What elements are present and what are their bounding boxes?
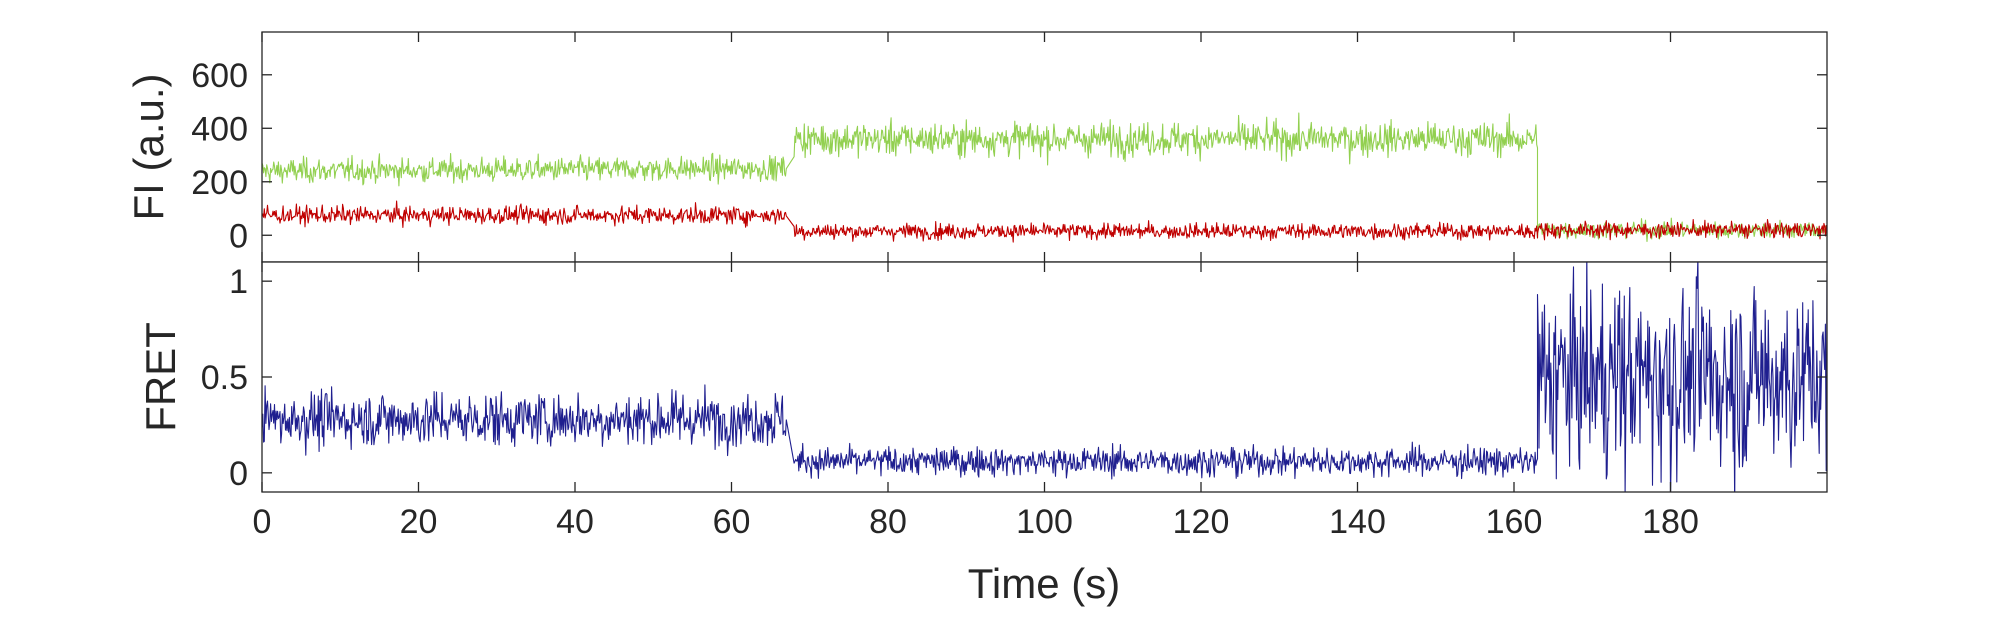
x-tick-label: 100 xyxy=(1016,503,1073,541)
x-tick-label: 160 xyxy=(1486,503,1543,541)
fluorescence-x-ticks xyxy=(261,32,1672,262)
fluorescence-panel: 0 200 400 600 FI (a.u.) xyxy=(125,31,1828,263)
x-axis-label: Time (s) xyxy=(968,560,1120,607)
x-tick-label: 60 xyxy=(713,503,751,541)
x-tick-label: 20 xyxy=(400,503,438,541)
x-tick-label: 80 xyxy=(869,503,907,541)
fret-y-tick-label: 1 xyxy=(229,263,248,301)
fret-series-0-line xyxy=(262,262,1827,492)
fluorescence-y-tick-label: 0 xyxy=(229,217,248,255)
fluorescence-series-1-line xyxy=(262,200,1827,243)
x-tick-label: 120 xyxy=(1173,503,1230,541)
x-tick-label: 0 xyxy=(253,503,272,541)
fluorescence-y-ticks: 0 200 400 600 xyxy=(191,57,1827,255)
fret-x-ticks: 0 20 40 60 80 100 120 140 160 180 xyxy=(253,262,1699,541)
x-tick-label: 140 xyxy=(1329,503,1386,541)
fret-y-axis-label: FRET xyxy=(137,322,184,432)
fluorescence-y-axis-label: FI (a.u.) xyxy=(125,73,172,220)
x-tick-label: 40 xyxy=(556,503,594,541)
fret-y-tick-label: 0 xyxy=(229,455,248,493)
fluorescence-series-0-line xyxy=(262,112,1827,242)
fluorescence-y-tick-label: 600 xyxy=(191,57,248,95)
x-tick-label: 180 xyxy=(1642,503,1699,541)
fret-trace xyxy=(262,262,1827,492)
fret-panel: 00.51 0 20 40 60 80 100 120 140 160 180 FRET Time… xyxy=(137,261,1828,607)
fret-y-tick-label: 0.5 xyxy=(201,359,248,397)
fluorescence-y-tick-label: 400 xyxy=(191,110,248,148)
fret-y-ticks: 00.51 xyxy=(201,263,1827,493)
fluorescence-y-tick-label: 200 xyxy=(191,164,248,202)
fluorescence-traces xyxy=(262,112,1827,243)
